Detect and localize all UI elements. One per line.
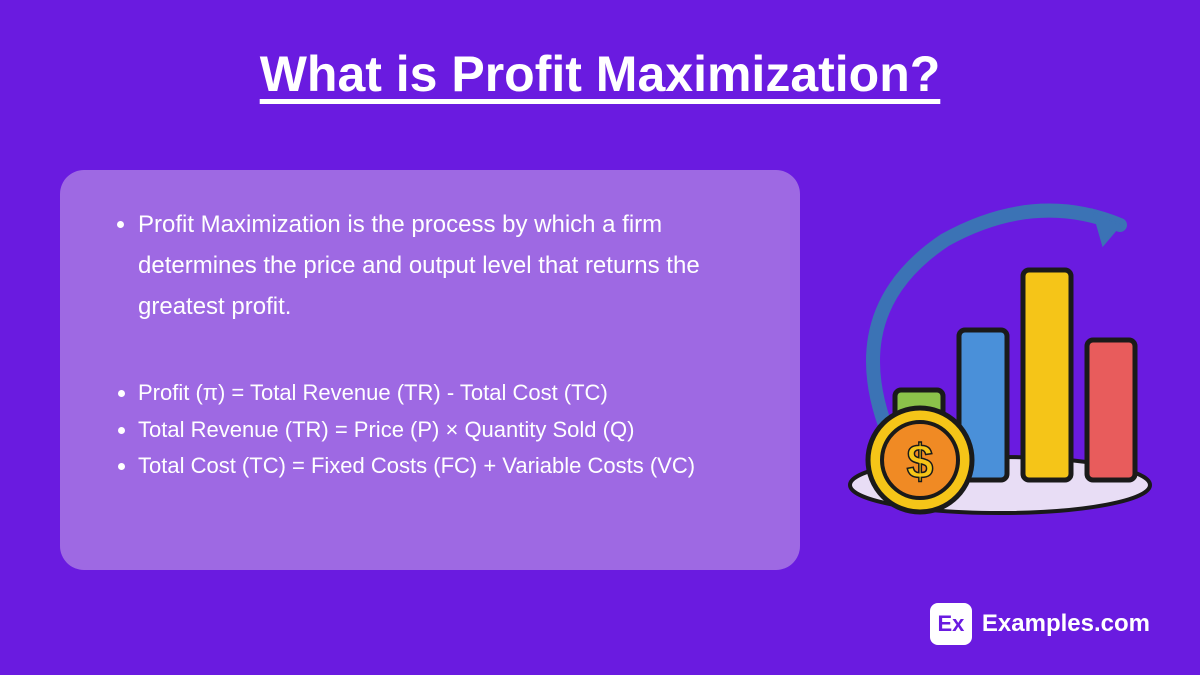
formula-item: Total Revenue (TR) = Price (P) × Quantit… [138,412,760,448]
logo-text: Examples.com [982,610,1150,638]
definition-item: Profit Maximization is the process by wh… [138,205,760,327]
logo-badge: Ex [930,603,972,645]
chart-icon: $ [835,190,1165,520]
content-card: Profit Maximization is the process by wh… [60,170,800,570]
brand-logo: Ex Examples.com [930,603,1150,645]
page-title: What is Profit Maximization? [0,0,1200,103]
formula-item: Total Cost (TC) = Fixed Costs (FC) + Var… [138,448,760,484]
formulas-list: Profit (π) = Total Revenue (TR) - Total … [110,375,760,484]
svg-text:$: $ [907,436,934,489]
definition-list: Profit Maximization is the process by wh… [110,205,760,327]
formula-item: Profit (π) = Total Revenue (TR) - Total … [138,375,760,411]
